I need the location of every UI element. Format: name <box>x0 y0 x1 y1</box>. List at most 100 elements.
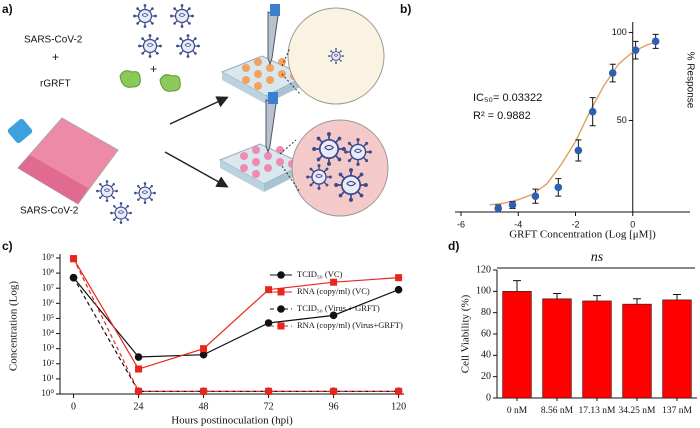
series-line <box>73 258 399 392</box>
point <box>264 319 273 327</box>
illustration-label: + <box>150 62 157 76</box>
zoom-line <box>279 139 301 193</box>
x-tick-label: 48 <box>199 401 209 412</box>
y-tick-label: 10⁸ <box>42 267 54 277</box>
point <box>330 278 338 286</box>
point <box>265 387 273 395</box>
protein-icon <box>159 74 181 92</box>
x-tick-label: 96 <box>329 401 339 412</box>
y-tick-label: 10⁴ <box>42 328 54 338</box>
y-tick-label: 10⁵ <box>42 313 54 323</box>
y-tick-label: 10⁶ <box>42 297 54 307</box>
series-line <box>73 258 399 370</box>
x-tick-label: 120 <box>391 401 406 412</box>
zoom-circle <box>291 119 389 217</box>
y-axis-title: Concentration (Log) <box>8 281 20 371</box>
illustration-label: SARS-CoV-2 <box>20 206 79 217</box>
y-axis-title: % Response <box>684 52 695 109</box>
y-tick-label: 40 <box>481 350 491 361</box>
point <box>508 201 517 209</box>
x-axis-title: GRFT Concentration (Log [μM]) <box>509 229 656 241</box>
panel-label: b) <box>400 2 411 16</box>
legend-label: RNA (copy/ml) (Virus+GRFT) <box>297 320 403 330</box>
illustration-label: + <box>52 50 59 64</box>
y-tick-label: 10⁷ <box>42 282 54 292</box>
bar <box>582 300 612 399</box>
y-tick-label: 10¹ <box>42 373 54 383</box>
point <box>588 107 597 116</box>
y-tick-label: 10² <box>42 358 54 368</box>
point <box>531 192 540 200</box>
y-tick-label: 0 <box>486 392 491 403</box>
bar <box>502 291 532 399</box>
point <box>329 311 338 320</box>
x-tick-label: 72 <box>264 401 274 412</box>
x-tick-label: 8.56 nM <box>541 406 574 416</box>
y-tick-label: 100 <box>476 286 491 297</box>
virus-icon <box>134 182 156 204</box>
legend-label: TCID₅₀ (Virus + GRFT) <box>297 303 380 313</box>
y-tick-label: 20 <box>481 371 491 382</box>
well-plate <box>218 92 306 192</box>
flask <box>7 117 119 205</box>
illustration-label: SARS-CoV-2 <box>24 35 83 46</box>
point <box>608 69 617 77</box>
point <box>554 183 563 192</box>
series-line <box>73 277 399 358</box>
zoom-line <box>281 47 301 95</box>
x-tick-label: 0 <box>71 401 76 412</box>
y-tick-label: 80 <box>481 307 491 318</box>
illustration: a) SARS-CoV-2 + + rGRFT SARS-CoV-2 <box>2 2 389 224</box>
y-tick-label: 10⁰ <box>41 388 54 398</box>
point <box>200 387 208 395</box>
point <box>394 285 403 294</box>
y-axis-title: Cell Viability (%) <box>460 294 472 373</box>
virus-icon <box>110 202 132 224</box>
virus-icon <box>170 4 194 28</box>
point <box>135 387 143 395</box>
arrow <box>164 151 229 188</box>
legend-marker <box>277 288 285 296</box>
point <box>330 387 338 395</box>
panel-label: c) <box>2 239 13 253</box>
x-axis-title: Hours postinoculation (hpi) <box>171 415 293 427</box>
error-bar <box>633 298 641 305</box>
y-tick-label: 50 <box>617 115 627 125</box>
x-tick-label: 0 <box>630 219 635 229</box>
x-tick-label: 0 nM <box>507 406 528 416</box>
point <box>651 37 660 46</box>
virus-icon <box>133 4 157 28</box>
error-bar <box>513 280 521 292</box>
legend-label: TCID₅₀ (VC) <box>297 269 343 279</box>
bar <box>622 303 652 399</box>
point <box>631 46 640 54</box>
y-tick-label: 10⁹ <box>42 252 54 262</box>
protein-icon <box>119 70 141 88</box>
legend-marker <box>277 305 285 313</box>
panel-label: d) <box>448 239 459 253</box>
legend-marker <box>277 322 285 330</box>
y-tick-label: 120 <box>476 264 491 275</box>
error-bar <box>553 292 561 299</box>
x-tick-label: -4 <box>514 219 522 229</box>
point <box>70 255 78 263</box>
virus-icon <box>176 34 200 58</box>
annotation: ns <box>591 250 604 265</box>
x-tick-label: 17.13 nM <box>579 406 617 416</box>
point <box>69 273 78 282</box>
illustration-label: rGRFT <box>40 79 71 90</box>
point <box>494 204 503 213</box>
virus-icon <box>138 34 162 58</box>
x-tick-label: 34.25 nM <box>619 406 657 416</box>
point <box>199 350 208 359</box>
y-tick-label: 10³ <box>42 343 54 353</box>
x-tick-label: -2 <box>571 219 579 229</box>
error-bar <box>593 295 601 301</box>
legend-label: RNA (copy/ml) (VC) <box>297 286 370 296</box>
point <box>135 365 143 373</box>
bar <box>662 299 692 399</box>
x-tick-label: 137 nM <box>662 406 692 416</box>
x-tick-label: -6 <box>457 219 465 229</box>
error-bar <box>673 294 681 300</box>
point <box>574 146 583 155</box>
